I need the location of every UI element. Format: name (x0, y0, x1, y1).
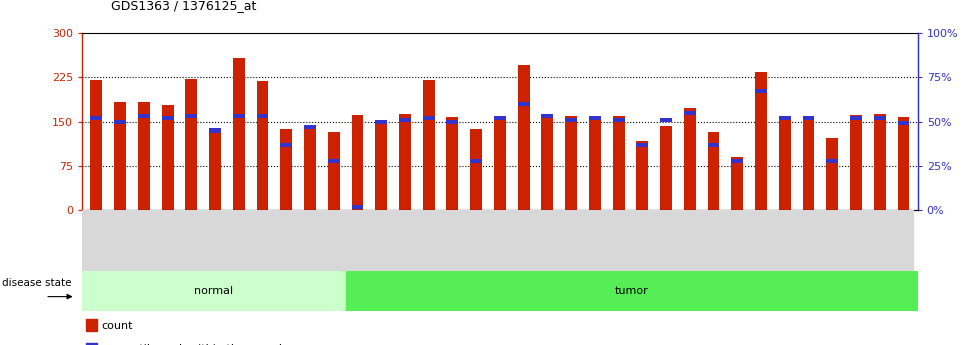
Bar (494, 116, 506, 120)
Bar (542, 114, 554, 118)
Bar (755, 72, 767, 210)
Bar (304, 128, 316, 210)
Text: percentile rank within the sample: percentile rank within the sample (100, 344, 289, 345)
Text: normal: normal (194, 286, 234, 296)
Bar (660, 126, 672, 210)
Bar (518, 65, 529, 210)
Bar (346, 271, 918, 310)
Bar (327, 159, 340, 163)
Bar (708, 142, 720, 147)
Bar (161, 105, 174, 210)
Text: disease state: disease state (2, 278, 71, 288)
Bar (114, 119, 126, 124)
Bar (280, 129, 292, 210)
Bar (470, 129, 482, 210)
Bar (612, 118, 625, 122)
Bar (850, 115, 862, 210)
Bar (565, 118, 577, 122)
Bar (637, 142, 648, 147)
Bar (660, 118, 672, 122)
Bar (161, 116, 174, 120)
Bar (423, 80, 435, 210)
Bar (91, 116, 102, 120)
Bar (375, 123, 387, 210)
Bar (233, 114, 244, 118)
Bar (684, 111, 696, 115)
Bar (731, 157, 743, 210)
Bar (352, 205, 363, 209)
Bar (897, 121, 909, 126)
Bar (209, 129, 221, 210)
Bar (446, 119, 458, 124)
Bar (803, 116, 814, 120)
Bar (565, 116, 577, 210)
Bar (803, 117, 814, 210)
Bar (304, 125, 316, 129)
Bar (897, 117, 909, 210)
Bar (91, 80, 102, 210)
Bar (257, 81, 269, 210)
Bar (209, 128, 221, 132)
Bar (612, 116, 625, 210)
Bar (82, 271, 346, 310)
Bar (352, 115, 363, 210)
Bar (826, 159, 838, 163)
Bar (399, 114, 411, 210)
Bar (779, 116, 791, 210)
Bar (874, 116, 886, 120)
Bar (779, 116, 791, 120)
Bar (446, 117, 458, 210)
Bar (589, 116, 601, 120)
Bar (423, 116, 435, 120)
Bar (86, 319, 97, 332)
Text: GDS1363 / 1376125_at: GDS1363 / 1376125_at (111, 0, 256, 12)
Bar (399, 118, 411, 122)
Bar (755, 89, 767, 93)
Text: tumor: tumor (614, 286, 648, 296)
Bar (826, 138, 838, 210)
Bar (138, 114, 150, 118)
Bar (138, 102, 150, 210)
Bar (874, 114, 886, 210)
Bar (114, 102, 126, 210)
Bar (280, 142, 292, 147)
Bar (86, 343, 97, 345)
Bar (684, 108, 696, 210)
Bar (637, 140, 648, 210)
Bar (185, 79, 197, 210)
Bar (850, 116, 862, 120)
Bar (494, 116, 506, 210)
Text: count: count (100, 321, 132, 331)
Bar (375, 119, 387, 124)
Bar (257, 114, 269, 118)
Bar (731, 159, 743, 163)
Bar (233, 58, 244, 210)
Bar (470, 159, 482, 163)
Bar (589, 117, 601, 210)
Bar (542, 114, 554, 210)
Bar (518, 102, 529, 106)
Bar (708, 132, 720, 210)
Bar (327, 132, 340, 210)
Bar (185, 114, 197, 118)
